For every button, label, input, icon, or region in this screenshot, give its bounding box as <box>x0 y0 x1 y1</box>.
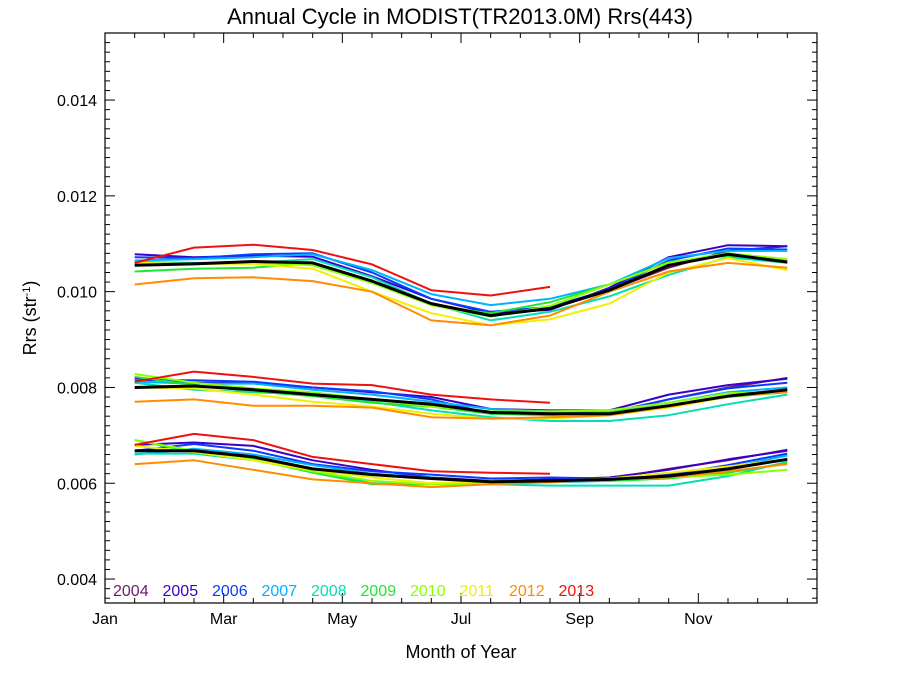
legend-item-2008: 2008 <box>311 583 347 600</box>
series-line-mean <box>134 252 788 318</box>
plot-frame <box>104 32 818 604</box>
x-tick-label: Mar <box>210 611 238 628</box>
series-line-2008 <box>134 381 788 422</box>
series-line-2006 <box>134 443 788 480</box>
y-axis: 0.004 0.006 0.008 0.010 0.012 0.014 <box>57 32 817 599</box>
series-line-mean <box>134 384 788 416</box>
y-axis-label-sup: -1 <box>21 287 33 297</box>
y-axis-label: Rrs (str-1) <box>20 281 40 356</box>
legend-item-2005: 2005 <box>163 583 199 600</box>
x-tick-label: Jan <box>92 611 118 628</box>
series-line-2006 <box>134 247 788 313</box>
legend-item-2009: 2009 <box>361 583 397 600</box>
legend-item-2010: 2010 <box>410 583 446 600</box>
legend-item-2004: 2004 <box>113 583 149 600</box>
series-line-2013 <box>134 370 551 404</box>
x-axis: Jan Mar May Jul Sep Nov <box>92 33 788 628</box>
y-axis-label-close: ) <box>20 281 40 287</box>
series-line-2007 <box>134 249 788 307</box>
chart-title: Annual Cycle in MODIST(TR2013.0M) Rrs(44… <box>227 4 693 29</box>
x-tick-label: Nov <box>684 611 712 628</box>
y-tick-label: 0.012 <box>57 189 97 206</box>
series-layer <box>134 243 788 489</box>
series-line-mean <box>134 449 788 484</box>
y-tick-label: 0.006 <box>57 476 97 493</box>
legend-item-2012: 2012 <box>509 583 545 600</box>
x-tick-label: Sep <box>565 611 594 628</box>
series-line-2013 <box>134 432 551 475</box>
legend: 2004 2005 2006 2007 2008 2009 2010 2011 2012 2013 <box>113 583 594 600</box>
series-line-2012 <box>134 459 788 489</box>
legend-item-2013: 2013 <box>559 583 595 600</box>
y-tick-label: 0.008 <box>57 380 97 397</box>
series-line-2011 <box>134 444 788 485</box>
y-tick-label: 0.014 <box>57 93 97 110</box>
series-line-2006 <box>134 379 788 415</box>
legend-item-2007: 2007 <box>262 583 298 600</box>
x-tick-label: May <box>327 611 357 628</box>
x-axis-label: Month of Year <box>405 642 516 662</box>
y-tick-label: 0.004 <box>57 572 97 589</box>
y-tick-label: 0.010 <box>57 285 97 302</box>
series-line-2013 <box>134 243 551 297</box>
x-tick-label: Jul <box>451 611 471 628</box>
series-line-2009 <box>134 439 788 486</box>
series-line-2012 <box>134 261 788 327</box>
y-axis-label-main: Rrs (str <box>20 296 40 355</box>
legend-item-2006: 2006 <box>212 583 248 600</box>
series-line-2010 <box>134 439 788 486</box>
legend-item-2011: 2011 <box>460 583 495 600</box>
